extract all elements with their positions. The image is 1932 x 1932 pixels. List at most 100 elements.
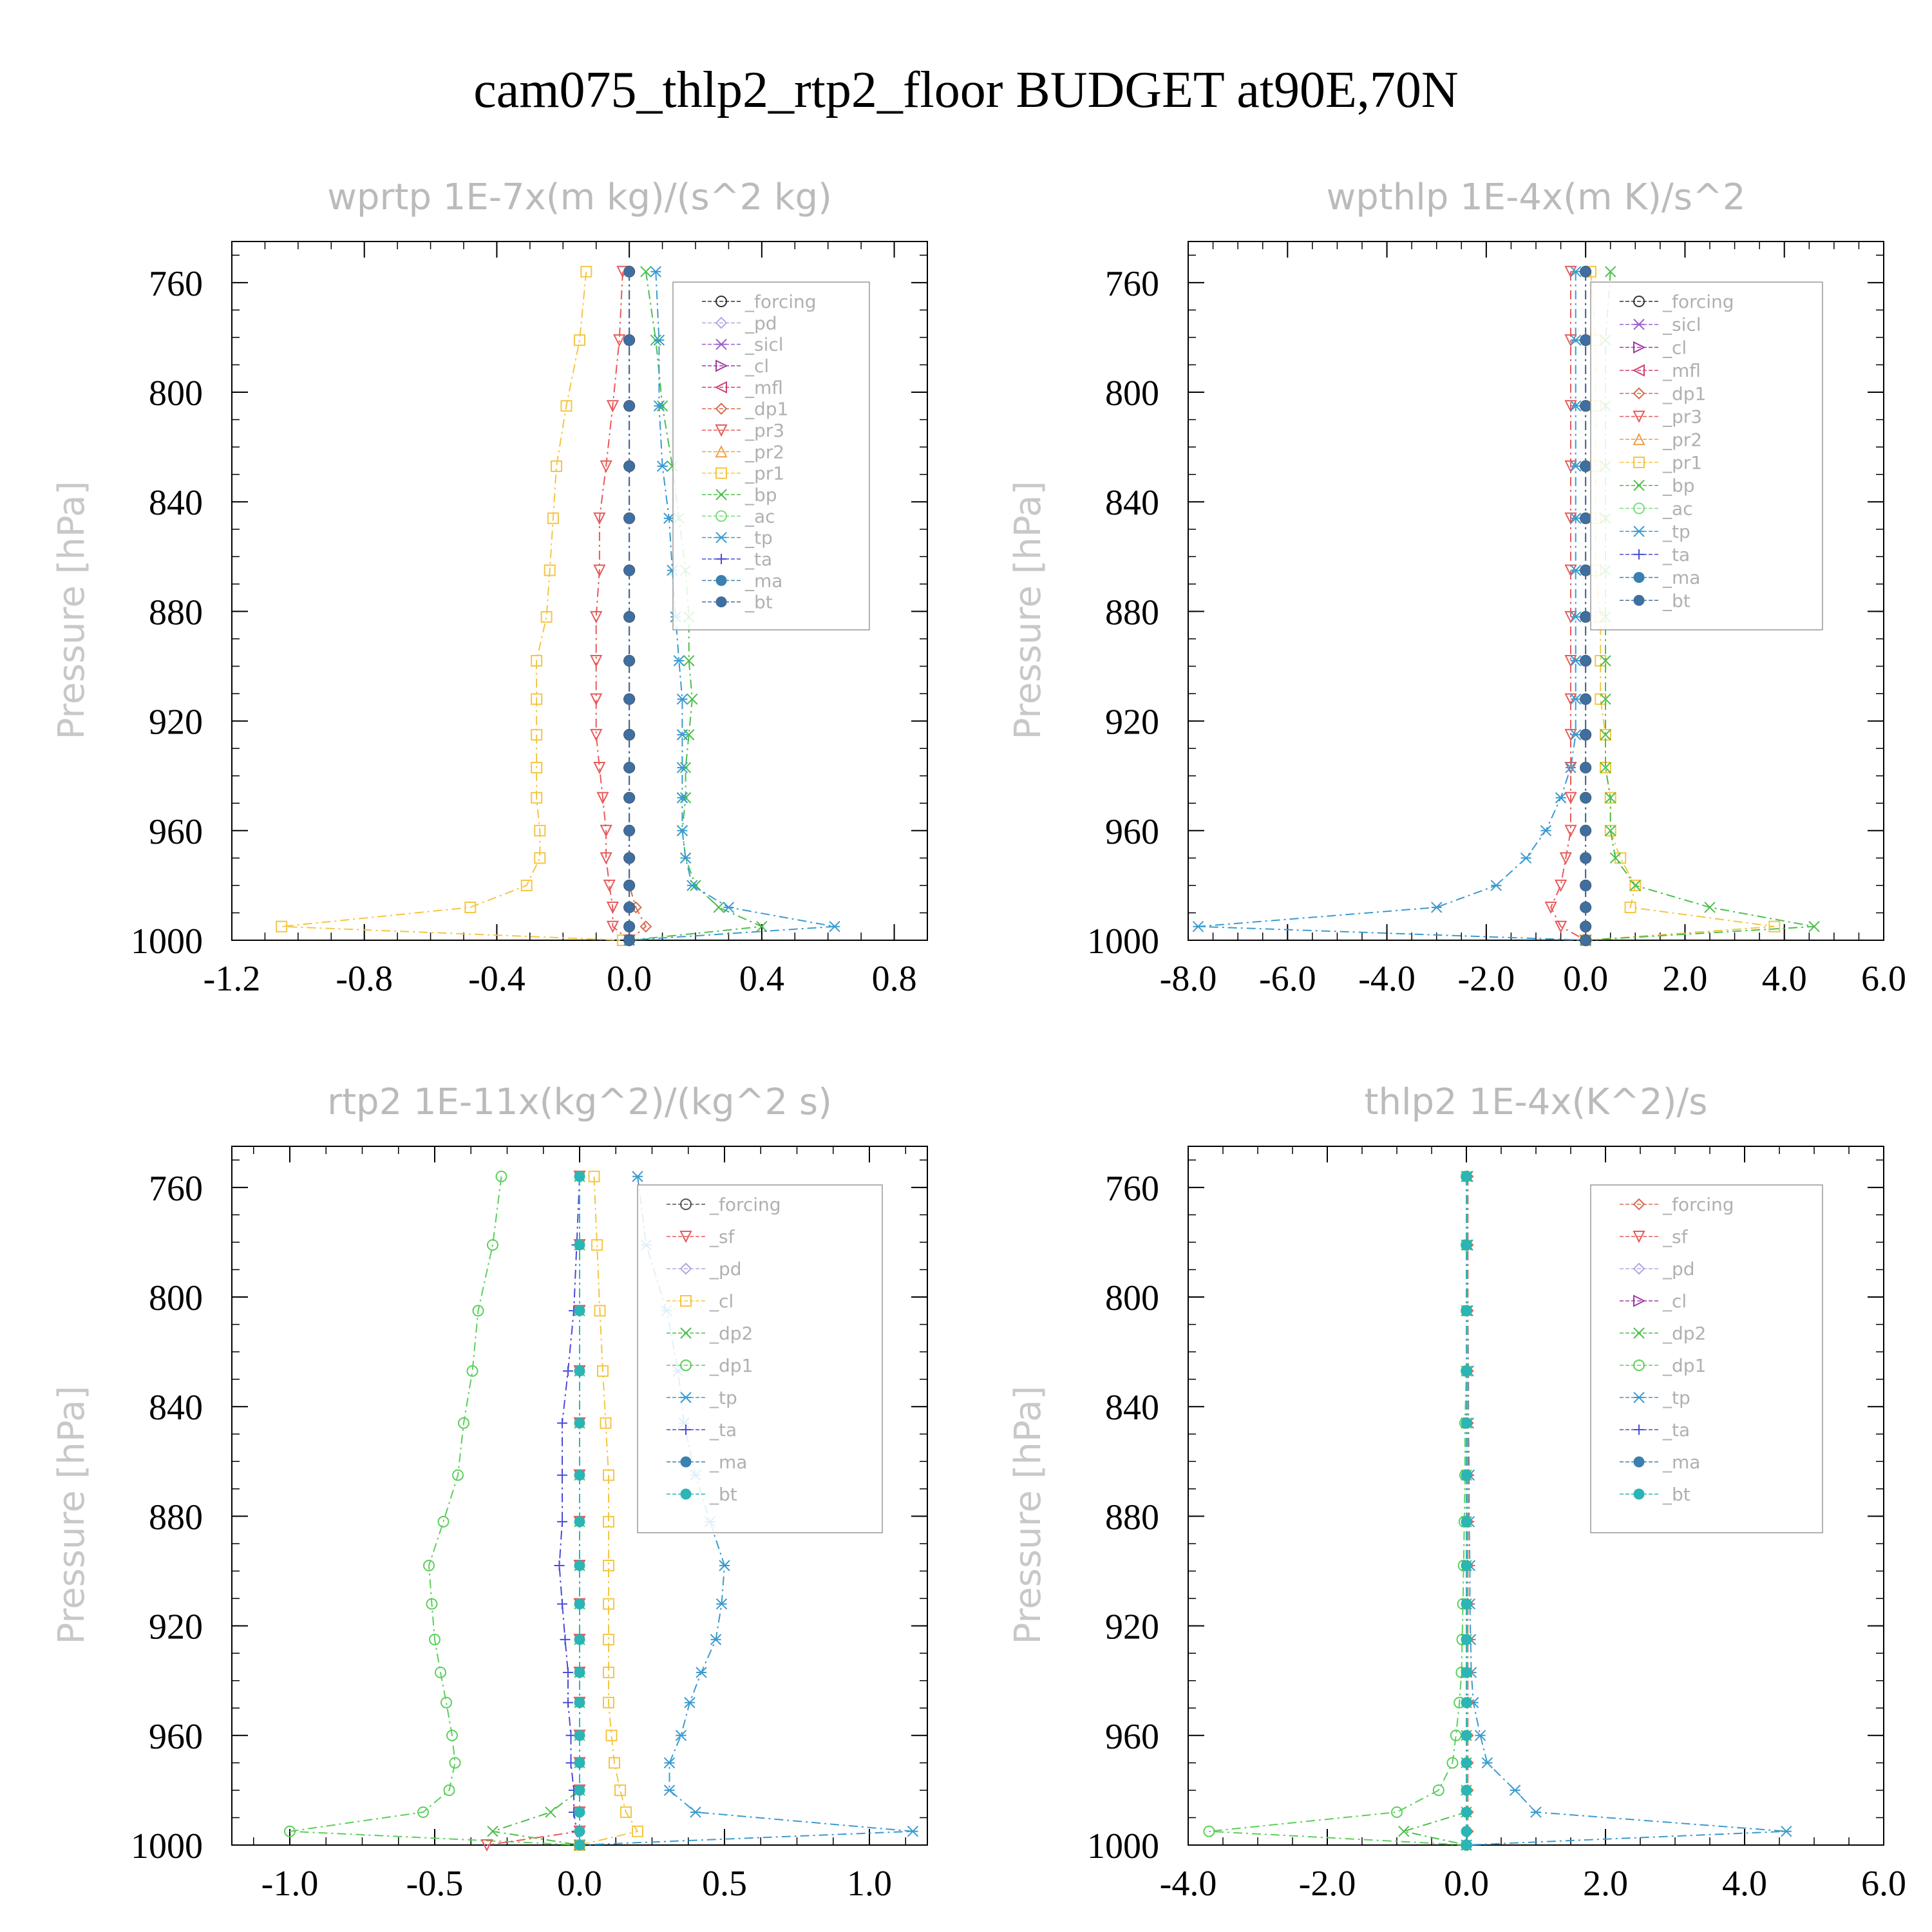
data-point (1203, 1825, 1215, 1837)
data-point (590, 655, 603, 668)
data-point (1461, 1598, 1472, 1610)
data-point (603, 1560, 614, 1571)
data-point (603, 1666, 614, 1678)
data-point (574, 1785, 585, 1796)
data-point (603, 1696, 614, 1709)
y-tick-label: 1000 (1087, 1826, 1159, 1866)
data-point (1580, 852, 1591, 864)
legend-label: _dp1 (744, 399, 788, 420)
data-point (1704, 902, 1716, 913)
data-point (449, 1757, 461, 1769)
x-tick-label: 0.0 (607, 959, 652, 999)
legend-entry: _sicl (702, 334, 784, 355)
data-point (1461, 1634, 1472, 1645)
data-point (1580, 565, 1591, 576)
data-point (544, 564, 556, 576)
legend-entry: _forcing (667, 1194, 781, 1215)
data-point (574, 1826, 585, 1837)
series_pr3 (590, 265, 636, 947)
legend-marker (715, 338, 727, 350)
x-tick-label: -8.0 (1160, 959, 1217, 999)
legend-entry: _ac (1620, 498, 1693, 519)
legend-marker (716, 554, 726, 564)
data-point (596, 791, 609, 804)
legend-marker (680, 1392, 692, 1403)
data-point (1540, 825, 1552, 837)
legend-entry: _bt (1620, 1484, 1690, 1505)
legend-marker (1634, 549, 1644, 560)
legend-label: _ta (709, 1419, 737, 1441)
legend-entry: _ta (1620, 544, 1690, 565)
legend: _forcing_sicl_cl_mfl_dp1_pr3_pr2_pr1_bp_… (1590, 281, 1823, 630)
legend-entry: _ma (1620, 567, 1700, 589)
y-tick-label: 840 (1105, 1388, 1159, 1428)
data-point (1192, 921, 1204, 933)
data-point (603, 1515, 614, 1528)
data-point (1461, 1785, 1472, 1796)
data-point (603, 879, 616, 893)
data-point (623, 902, 635, 913)
data-point (1768, 920, 1781, 933)
x-tick-label: -1.2 (204, 959, 261, 999)
x-tick-label: -4.0 (1358, 959, 1416, 999)
data-point (632, 1171, 643, 1182)
data-point (574, 1417, 585, 1429)
legend-label: _ma (1662, 1452, 1700, 1473)
legend-label: _pr3 (1662, 406, 1702, 428)
legend-marker (1633, 1488, 1645, 1500)
legend-entry: _tp (1620, 521, 1690, 542)
legend-label: _ma (1662, 567, 1700, 589)
data-point (531, 655, 543, 667)
data-point (1600, 655, 1611, 667)
legend-marker (680, 1295, 692, 1307)
data-point (574, 1839, 585, 1851)
data-point (1600, 693, 1611, 705)
legend-marker (715, 359, 728, 372)
legend-label: _bt (709, 1484, 737, 1505)
legend-entry: _ta (1620, 1419, 1690, 1441)
data-point (1461, 1826, 1472, 1837)
data-point (1461, 1305, 1472, 1316)
data-point (1461, 1516, 1472, 1528)
series_bt (1580, 266, 1591, 946)
series-line (579, 1176, 639, 1846)
legend-box (672, 281, 870, 630)
data-point (1431, 902, 1443, 913)
panel-title: wprtp 1E-7x(m kg)/(s^2 kg) (327, 176, 832, 218)
data-point (1530, 1806, 1542, 1818)
data-point (1580, 266, 1591, 278)
legend-label: _pr1 (1662, 452, 1702, 473)
y-tick-label: 880 (1105, 1497, 1159, 1537)
legend-entry: _cl (702, 355, 769, 377)
data-point (1615, 852, 1627, 864)
data-point (1580, 400, 1591, 412)
data-point (574, 334, 585, 346)
series_pr3 (1544, 265, 1592, 947)
data-point (1461, 1171, 1472, 1182)
data-point (1461, 1806, 1472, 1818)
panel-title: thlp2 1E-4x(K^2)/s (1365, 1081, 1708, 1123)
data-point (531, 761, 543, 773)
legend-marker (680, 1456, 692, 1468)
data-point (1580, 655, 1591, 667)
legend-label: _sicl (1662, 314, 1701, 336)
data-point (443, 1784, 455, 1796)
data-point (623, 852, 635, 864)
data-point (534, 824, 546, 837)
data-point (563, 1667, 573, 1678)
data-point (687, 693, 698, 705)
y-tick-label: 880 (149, 1497, 203, 1537)
data-point (590, 728, 603, 742)
data-point (1580, 611, 1591, 623)
series-line (1198, 271, 1586, 941)
legend-entry: _forcing (702, 291, 817, 312)
y-tick-label: 920 (1105, 703, 1159, 743)
legend-entry: _dp1 (667, 1355, 753, 1376)
legend-label: _forcing (709, 1194, 781, 1215)
y-tick-label: 960 (149, 1717, 203, 1757)
data-point (614, 1784, 626, 1796)
legend-marker (715, 489, 727, 500)
data-point (640, 266, 652, 278)
y-tick-label: 840 (1105, 483, 1159, 523)
data-point (653, 334, 665, 346)
